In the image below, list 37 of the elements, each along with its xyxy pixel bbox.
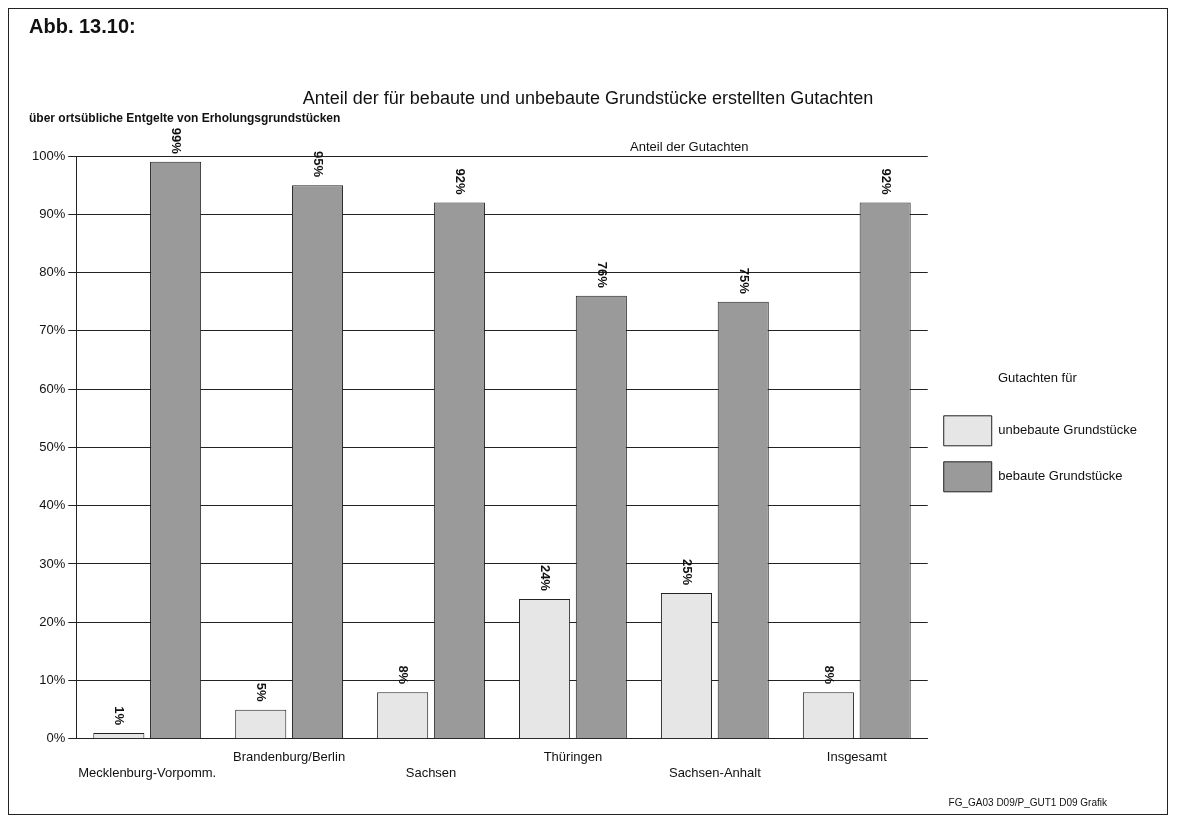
x-tick-label: Brandenburg/Berlin: [233, 749, 346, 765]
data-label: 1%: [112, 706, 128, 726]
chart-title: Anteil der für bebaute und unbebaute Grundstücke erstellten Gutachten: [302, 87, 874, 108]
data-label: 8%: [396, 665, 412, 685]
data-label: 24%: [537, 564, 553, 592]
legend-label: bebaute Grundstücke: [998, 468, 1123, 484]
y-tick-label: 90%: [39, 205, 66, 221]
y-tick-label: 100%: [32, 147, 66, 163]
data-label: 95%: [310, 151, 326, 178]
x-tick-label: Thüringen: [543, 749, 603, 765]
caption: Abb. 13.10:: [28, 14, 137, 39]
data-label: 25%: [679, 559, 695, 586]
y-tick-label: 80%: [39, 264, 66, 280]
data-label: 76%: [594, 261, 610, 289]
data-label: 92%: [452, 168, 468, 196]
data-label: 5%: [254, 682, 270, 703]
y-tick-label: 10%: [39, 672, 66, 688]
text: Anteil der Gutachten: [630, 139, 749, 155]
data-label: 8%: [821, 665, 837, 685]
x-tick-label: Insgesamt: [826, 749, 888, 765]
chart-subtitle: über ortsübliche Entgelte von Erholungsgrundstücken: [29, 111, 341, 126]
y-tick-label: 50%: [39, 438, 66, 454]
data-label: 92%: [878, 168, 894, 196]
legend-title: Gutachten für: [997, 370, 1078, 386]
x-tick-label: Mecklenburg-Vorpomm.: [78, 764, 217, 780]
y-tick-label: 60%: [39, 380, 66, 396]
data-label: 99%: [169, 127, 185, 155]
data-label: 75%: [736, 267, 752, 295]
y-tick-label: 20%: [39, 613, 66, 629]
text: FG_GA03 D09/P_GUT1 D09 Grafik: [948, 796, 1108, 808]
y-tick-label: 0%: [46, 730, 66, 746]
y-tick-label: 30%: [39, 555, 66, 571]
x-tick-label: Sachsen: [405, 764, 457, 780]
y-tick-label: 40%: [39, 497, 66, 513]
y-tick-label: 70%: [39, 322, 66, 338]
x-tick-label: Sachsen-Anhalt: [668, 764, 762, 780]
legend-label: unbebaute Grundstücke: [998, 422, 1138, 438]
